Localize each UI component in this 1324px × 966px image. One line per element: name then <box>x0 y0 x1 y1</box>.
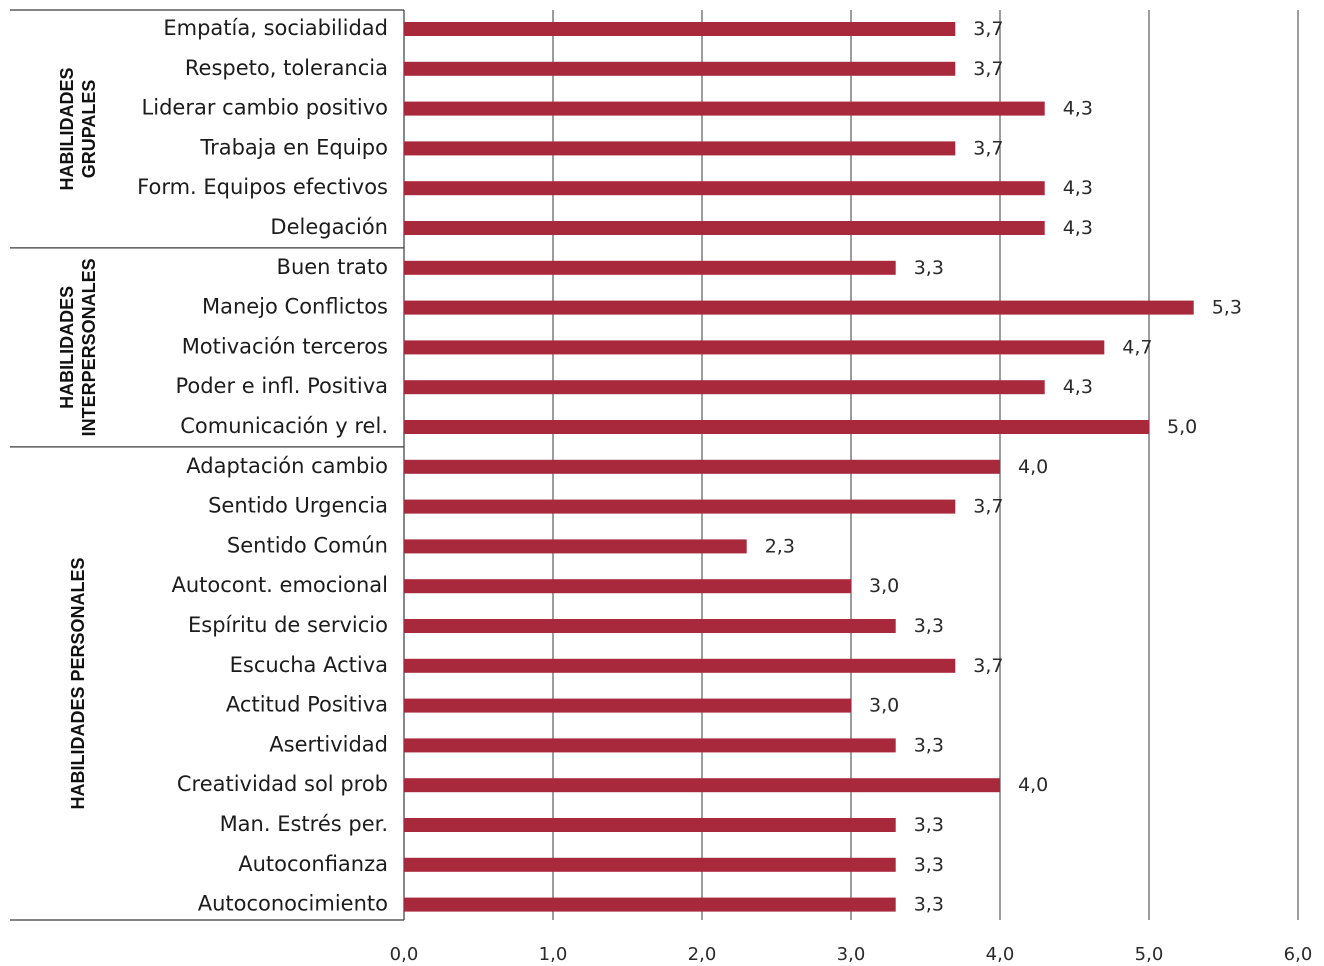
bars <box>404 22 1194 912</box>
bar <box>404 141 956 156</box>
group-label: HABILIDADES INTERPERSONALES <box>57 258 99 436</box>
value-label: 3,7 <box>973 137 1003 159</box>
bar <box>404 857 896 872</box>
group-label-line: HABILIDADES <box>57 67 77 190</box>
value-label: 4,7 <box>1122 336 1152 358</box>
bar <box>404 420 1149 434</box>
bar <box>404 459 1000 474</box>
value-label: 3,0 <box>869 575 899 597</box>
bar <box>404 539 747 554</box>
value-label: 3,3 <box>914 734 944 756</box>
value-label: 3,3 <box>914 615 944 637</box>
bar <box>404 22 956 36</box>
bar <box>404 698 851 713</box>
bar <box>404 499 956 514</box>
bar <box>404 778 1000 793</box>
group-label: HABILIDADES GRUPALES <box>57 67 99 190</box>
group-label-line: INTERPERSONALES <box>79 258 99 436</box>
category-label: Buen trato <box>277 255 388 279</box>
category-label: Autocont. emocional <box>171 573 388 597</box>
category-label: Comunicación y rel. <box>180 414 388 438</box>
category-label: Actitud Positiva <box>226 693 388 717</box>
value-label: 3,7 <box>973 58 1003 80</box>
category-label: Escucha Activa <box>230 653 388 677</box>
category-label: Autoconocimiento <box>198 892 388 916</box>
value-label: 4,3 <box>1063 376 1093 398</box>
bar <box>404 658 956 673</box>
group-label-line: HABILIDADES PERSONALES <box>68 557 88 809</box>
x-tick-label: 3,0 <box>837 944 866 965</box>
category-label: Asertividad <box>269 732 388 756</box>
value-label: 4,0 <box>1018 774 1048 796</box>
value-label: 5,3 <box>1212 297 1242 319</box>
value-label: 2,3 <box>765 535 795 557</box>
value-label: 3,7 <box>973 655 1003 677</box>
x-tick-label: 1,0 <box>539 944 568 965</box>
bar <box>404 101 1045 116</box>
value-label: 4,3 <box>1063 177 1093 199</box>
category-label: Poder e infl. Positiva <box>175 374 388 398</box>
x-axis-ticks: 0,0 1,0 2,0 3,0 4,0 5,0 6,0 <box>390 944 1313 965</box>
group-label: HABILIDADES PERSONALES <box>68 557 88 809</box>
category-label: Creatividad sol prob <box>177 772 388 796</box>
bar <box>404 300 1194 315</box>
value-label: 3,7 <box>973 18 1003 40</box>
category-label: Manejo Conflictos <box>202 295 388 319</box>
value-label: 3,0 <box>869 695 899 717</box>
x-tick-label: 2,0 <box>688 944 717 965</box>
bar <box>404 340 1105 355</box>
bar <box>404 260 896 275</box>
bar <box>404 897 896 912</box>
x-tick-label: 0,0 <box>390 944 419 965</box>
category-label: Empatía, sociabilidad <box>163 16 388 40</box>
category-label: Motivación terceros <box>182 334 388 358</box>
category-label: Sentido Común <box>227 533 388 557</box>
category-label: Adaptación cambio <box>186 454 388 478</box>
category-labels: Empatía, sociabilidad Respeto, tolerancia… <box>137 16 388 916</box>
bar <box>404 619 896 633</box>
value-label: 4,3 <box>1063 217 1093 239</box>
value-label: 3,3 <box>914 814 944 836</box>
bar <box>404 380 1045 395</box>
category-label: Form. Equipos efectivos <box>137 175 388 199</box>
group-label-line: GRUPALES <box>79 80 99 179</box>
bar <box>404 221 1045 235</box>
value-label: 4,0 <box>1018 456 1048 478</box>
value-label: 5,0 <box>1167 416 1197 438</box>
bar <box>404 818 896 832</box>
bar <box>404 61 956 76</box>
category-table <box>10 9 405 921</box>
group-label-line: HABILIDADES <box>57 286 77 409</box>
value-label: 3,7 <box>973 496 1003 518</box>
value-labels: 3,7 3,7 4,3 3,7 4,3 4,3 3,3 5,3 4,7 4,3 5,0 4,0 3,7 2… <box>765 18 1242 916</box>
x-tick-label: 5,0 <box>1135 944 1164 965</box>
value-label: 3,3 <box>914 854 944 876</box>
bar <box>404 181 1045 196</box>
x-tick-label: 6,0 <box>1284 944 1313 965</box>
category-label: Trabaja en Equipo <box>199 135 388 159</box>
category-label: Man. Estrés per. <box>220 812 388 836</box>
bar <box>404 738 896 753</box>
category-label: Autoconfianza <box>238 852 388 876</box>
x-tick-label: 4,0 <box>986 944 1015 965</box>
category-label: Espíritu de servicio <box>188 613 388 637</box>
category-label: Respeto, tolerancia <box>185 56 388 80</box>
bar <box>404 579 851 594</box>
category-label: Sentido Urgencia <box>208 494 388 518</box>
category-label: Delegación <box>270 215 388 239</box>
value-label: 3,3 <box>914 894 944 916</box>
value-label: 3,3 <box>914 257 944 279</box>
value-label: 4,3 <box>1063 98 1093 120</box>
category-label: Liderar cambio positivo <box>142 96 388 120</box>
